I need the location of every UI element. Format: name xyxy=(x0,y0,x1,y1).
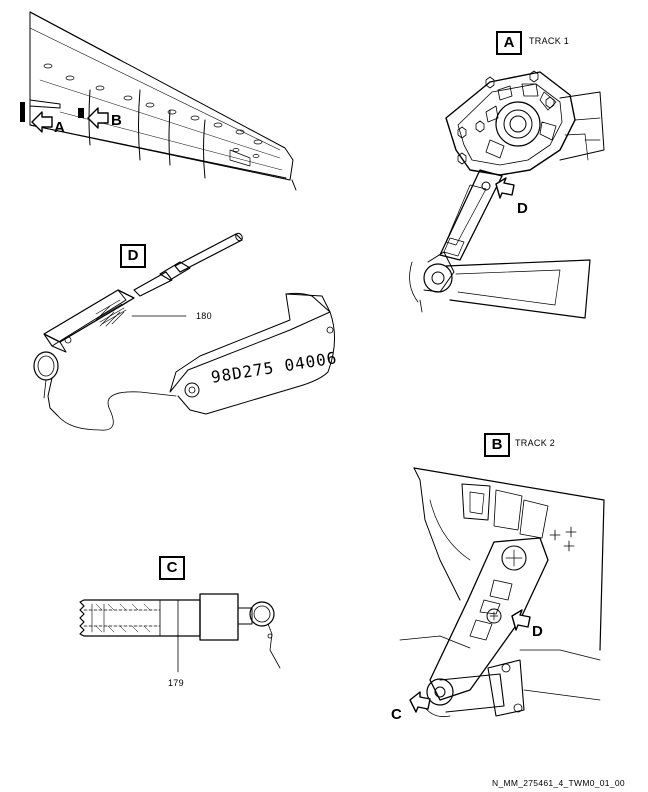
detail-c-box: C xyxy=(159,556,185,580)
wing-overview-drawing xyxy=(20,11,297,191)
callout-b-label: B xyxy=(111,112,122,129)
detail-d-box: D xyxy=(120,244,146,268)
detail-b-box: B xyxy=(484,433,510,457)
pin-180-drawing xyxy=(33,232,335,431)
callout-a-label: A xyxy=(54,119,65,136)
item-number-179: 179 xyxy=(168,678,184,688)
track2-title: TRACK 2 xyxy=(515,438,556,448)
pin-179-drawing xyxy=(79,593,281,673)
detail-a-box: A xyxy=(496,31,522,55)
track2-drawing xyxy=(399,467,605,718)
figure-id: N_MM_275461_4_TWM0_01_00 xyxy=(492,778,625,788)
detail-b-callout-c: C xyxy=(391,706,402,723)
track1-title: TRACK 1 xyxy=(529,36,570,46)
track1-drawing xyxy=(409,70,605,319)
item-number-180: 180 xyxy=(196,311,212,321)
detail-b-callout-d: D xyxy=(532,623,543,640)
detail-a-callout-d: D xyxy=(517,200,528,217)
